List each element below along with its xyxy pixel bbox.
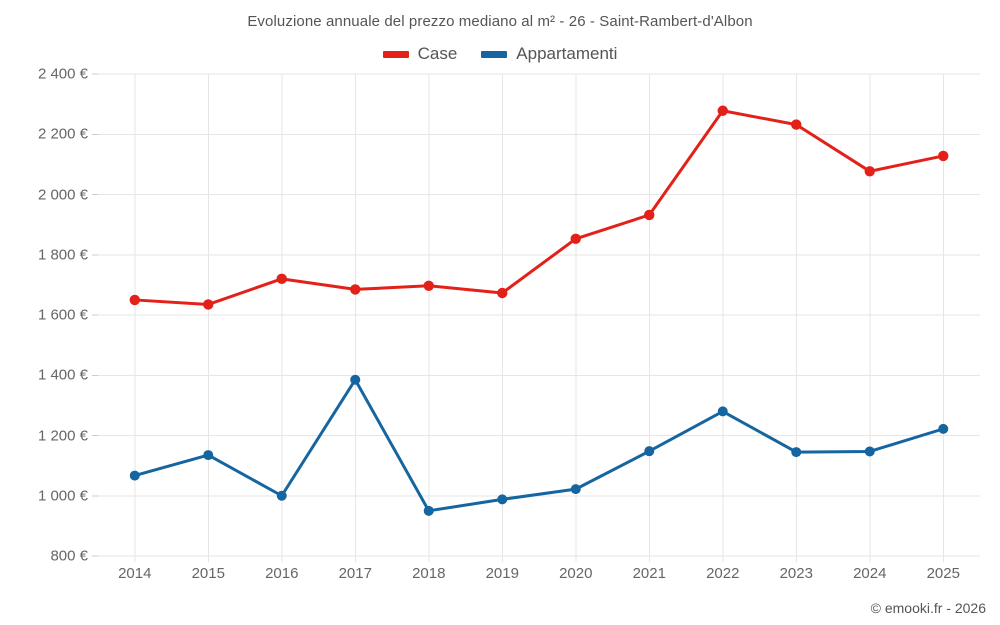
data-point[interactable] <box>864 446 875 457</box>
chart-legend: Case Appartamenti <box>0 44 1000 64</box>
y-axis-tick-label: 1 000 € <box>37 487 88 505</box>
x-axis-tick-label: 2023 <box>779 565 813 582</box>
data-point[interactable] <box>350 284 361 295</box>
x-axis-tick-label: 2024 <box>853 565 887 582</box>
data-point[interactable] <box>791 119 802 130</box>
series-line-appartamenti <box>133 378 945 513</box>
legend-label-appartamenti: Appartamenti <box>516 44 618 63</box>
x-axis-tick-label: 2022 <box>706 565 740 582</box>
data-series <box>129 105 949 516</box>
data-point[interactable] <box>276 490 287 501</box>
data-point[interactable] <box>864 166 875 177</box>
footer-credit: © emooki.fr - 2026 <box>870 600 986 616</box>
data-point[interactable] <box>203 450 214 461</box>
series-line-case <box>133 109 945 306</box>
legend-swatch-case <box>382 50 409 58</box>
x-axis-tick-label: 2017 <box>338 565 372 582</box>
data-point[interactable] <box>497 287 508 299</box>
x-axis-tick-label: 2025 <box>926 565 960 582</box>
y-axis-tick-label: 2 000 € <box>37 186 88 203</box>
data-point[interactable] <box>350 374 361 385</box>
x-axis-tick-label: 2019 <box>485 565 519 582</box>
data-point[interactable] <box>570 484 581 495</box>
y-axis-tick-label: 1 200 € <box>37 427 88 444</box>
data-point[interactable] <box>129 470 140 481</box>
y-axis-tick-label: 1 800 € <box>37 246 88 264</box>
x-axis-tick-label: 2020 <box>559 565 593 582</box>
data-point[interactable] <box>276 273 287 285</box>
y-axis-tick-label: 2 200 € <box>37 125 88 143</box>
data-point[interactable] <box>717 406 728 417</box>
x-axis-tick-label: 2021 <box>632 565 666 582</box>
y-axis-tick-label: 1 600 € <box>37 306 88 324</box>
data-point[interactable] <box>570 233 581 244</box>
legend-item-case[interactable]: Case <box>382 44 458 64</box>
y-axis-tick-label: 1 400 € <box>37 366 88 384</box>
data-point[interactable] <box>423 280 434 291</box>
y-axis-tick-label: 2 400 € <box>37 65 88 83</box>
data-point[interactable] <box>203 299 214 310</box>
data-point[interactable] <box>717 105 728 116</box>
x-axis-tick-label: 2016 <box>265 565 299 582</box>
y-axis-tick-label: 800 € <box>50 547 88 565</box>
data-point[interactable] <box>497 494 508 505</box>
data-point[interactable] <box>938 150 949 162</box>
x-axis-tick-label: 2018 <box>412 565 446 582</box>
data-point[interactable] <box>644 209 655 221</box>
chart-title: Evoluzione annuale del prezzo mediano al… <box>247 13 753 30</box>
data-point[interactable] <box>129 294 140 306</box>
data-point[interactable] <box>644 446 655 457</box>
legend-swatch-appartamenti <box>481 50 508 58</box>
data-point[interactable] <box>423 505 434 516</box>
legend-label-case: Case <box>417 44 458 63</box>
legend-item-appartamenti[interactable]: Appartamenti <box>481 44 617 64</box>
grid-lines <box>98 73 980 557</box>
data-point[interactable] <box>791 447 802 458</box>
x-axis-tick-label: 2014 <box>118 565 152 582</box>
axis-lines <box>92 73 944 562</box>
x-axis-tick-label: 2015 <box>191 565 225 582</box>
data-point[interactable] <box>938 423 949 434</box>
